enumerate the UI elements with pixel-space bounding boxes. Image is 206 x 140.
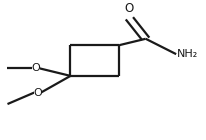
Text: O: O [32,63,40,73]
Text: NH₂: NH₂ [177,49,198,59]
Text: O: O [125,2,134,15]
Text: O: O [34,88,42,98]
